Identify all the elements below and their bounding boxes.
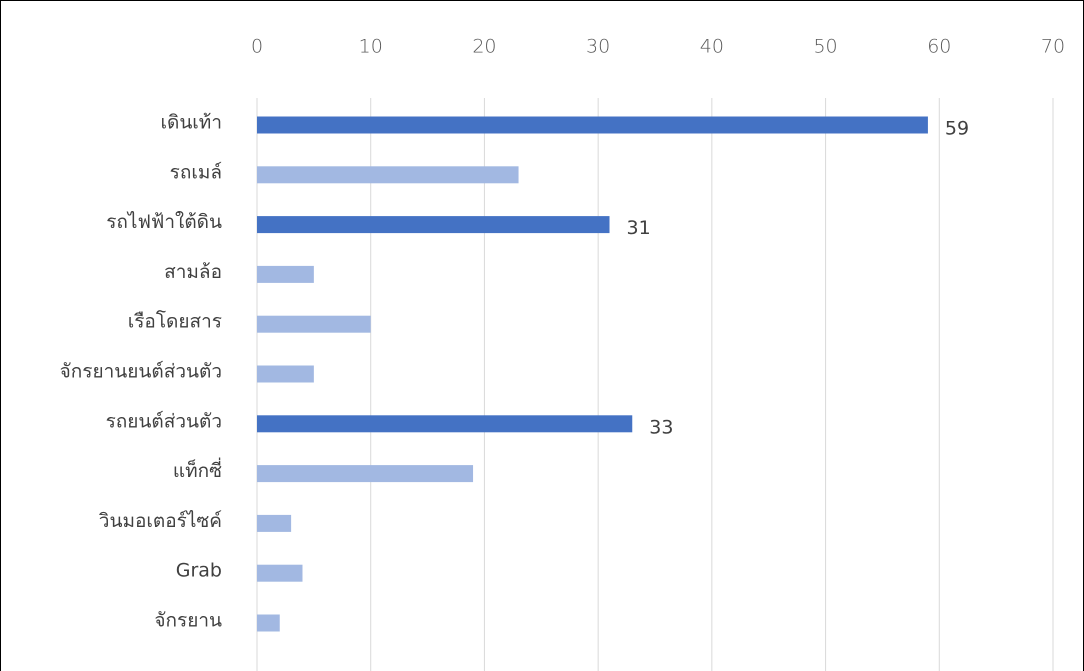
bar (257, 465, 474, 483)
y-tick-label: จักรยาน (154, 610, 222, 632)
data-label: 31 (627, 217, 651, 239)
y-tick-label: แท็กซี่ (173, 457, 222, 482)
data-label: 33 (649, 416, 673, 438)
data-label: 59 (945, 118, 969, 140)
y-tick-label: รถเมล์ (170, 161, 222, 183)
bar (257, 514, 292, 532)
y-tick-label: จักรยานยนต์ส่วนตัว (60, 361, 222, 383)
x-tick-label: 10 (359, 36, 383, 58)
y-tick-label: รถไฟฟ้าใต้ดิน (106, 211, 222, 233)
x-tick-label: 40 (700, 36, 724, 58)
x-tick-label: 20 (472, 36, 496, 58)
bar (257, 564, 303, 582)
y-tick-label: เรือโดยสาร (128, 310, 222, 333)
x-tick-label: 30 (586, 36, 610, 58)
y-tick-label: สามล้อ (164, 261, 222, 283)
bar (257, 216, 610, 234)
bar (257, 166, 519, 184)
bar (257, 365, 314, 383)
y-tick-label: เดินเท้า (160, 112, 222, 134)
bar (257, 415, 633, 433)
y-tick-label: รถยนต์ส่วนตัว (106, 410, 222, 432)
x-tick-label: 0 (251, 36, 263, 58)
x-tick-label: 50 (813, 36, 837, 58)
bar (257, 116, 928, 134)
y-tick-label: วินมอเตอร์ไซค์ (98, 510, 222, 532)
y-tick-label: Grab (176, 560, 222, 582)
bar (257, 315, 371, 333)
x-tick-label: 60 (927, 36, 951, 58)
x-tick-label: 70 (1041, 36, 1065, 58)
bar (257, 614, 280, 632)
bar (257, 265, 314, 283)
